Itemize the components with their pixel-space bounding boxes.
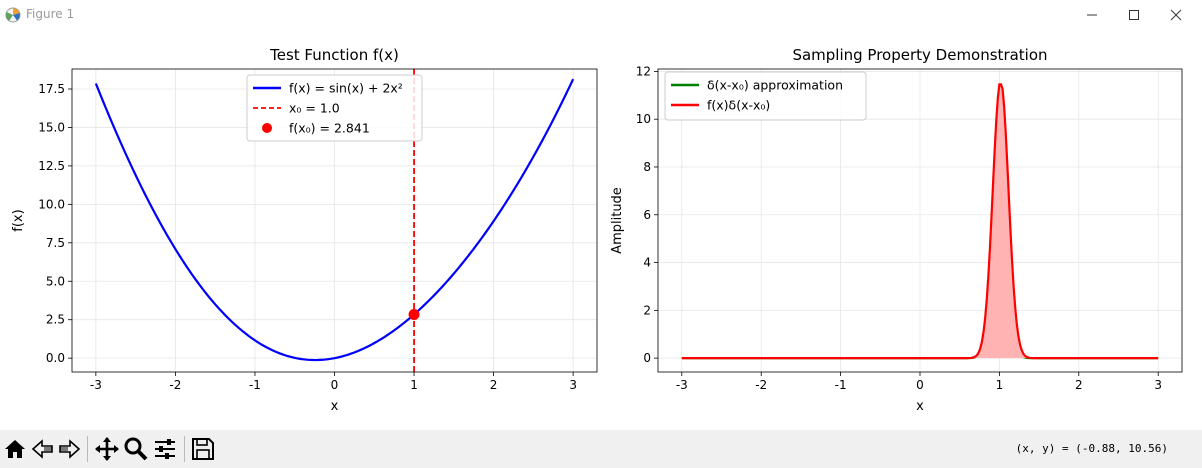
y-tick-label: 8 xyxy=(643,160,651,174)
cursor-coordinates: (x, y) = (-0.88, 10.56) xyxy=(1015,442,1168,455)
chart-title: Test Function f(x) xyxy=(269,46,399,64)
x-tick-label: -3 xyxy=(90,378,102,392)
y-tick-label: 10 xyxy=(636,112,651,126)
y-tick-label: 0 xyxy=(643,351,651,365)
legend-handle-marker xyxy=(262,123,272,133)
x-tick-label: 2 xyxy=(490,378,498,392)
y-tick-label: 10.0 xyxy=(38,197,65,211)
y-tick-label: 7.5 xyxy=(46,236,65,250)
legend: δ(x-x₀) approximation f(x)δ(x-x₀) xyxy=(664,71,867,121)
x-tick-label: 1 xyxy=(410,378,418,392)
x-tick-label: -2 xyxy=(755,378,767,392)
x-tick-label: 1 xyxy=(996,378,1004,392)
navigation-toolbar: (x, y) = (-0.88, 10.56) xyxy=(0,430,1202,468)
legend-entry: f(x) = sin(x) + 2x² xyxy=(289,81,403,96)
legend-entry: δ(x-x₀) approximation xyxy=(707,78,843,93)
x-axis-label: x xyxy=(331,399,339,414)
x-tick-label: -1 xyxy=(249,378,261,392)
chart-title: Sampling Property Demonstration xyxy=(792,46,1047,64)
x-tick-label: -1 xyxy=(835,378,847,392)
toolbar-separator xyxy=(87,436,88,462)
x-tick-label: 0 xyxy=(331,378,339,392)
x-axis-label: x xyxy=(916,399,924,414)
zoom-icon[interactable] xyxy=(123,436,149,462)
plot-area xyxy=(681,83,1159,360)
y-tick-label: 15.0 xyxy=(38,120,65,134)
minimize-button[interactable] xyxy=(1070,0,1114,30)
save-icon[interactable] xyxy=(190,436,216,462)
legend-box xyxy=(664,71,867,121)
x-tick-label: 2 xyxy=(1075,378,1083,392)
x-tick-label: 3 xyxy=(569,378,577,392)
toolbar-separator xyxy=(184,436,185,462)
x-tick-label: 3 xyxy=(1154,378,1162,392)
y-tick-label: 0.0 xyxy=(46,351,65,365)
legend: f(x) = sin(x) + 2x² x₀ = 1.0 f(x₀) = 2.841 xyxy=(246,74,423,142)
maximize-button[interactable] xyxy=(1112,0,1156,30)
minimize-icon xyxy=(1087,14,1097,16)
series-line-2 xyxy=(681,83,1159,360)
legend-box xyxy=(246,74,423,142)
figure-canvas[interactable]: -3 -2 -1 0 1 2 30.02.55.07.510.012.515.017.5Te… xyxy=(0,30,1202,430)
y-tick-label: 5.0 xyxy=(46,274,65,288)
x-tick-label: 0 xyxy=(916,378,924,392)
y-tick-label: 6 xyxy=(643,208,651,222)
legend-entry: x₀ = 1.0 xyxy=(289,101,340,116)
y-tick-label: 2.5 xyxy=(46,313,65,327)
x-tick-label: -2 xyxy=(169,378,181,392)
configure-subplots-icon[interactable] xyxy=(152,436,178,462)
forward-icon[interactable] xyxy=(56,436,82,462)
y-tick-label: 17.5 xyxy=(38,82,65,96)
y-tick-label: 4 xyxy=(643,256,651,270)
maximize-icon xyxy=(1129,10,1139,20)
y-tick-label: 2 xyxy=(643,303,651,317)
sample-point-marker xyxy=(408,308,420,320)
legend-entry: f(x₀) = 2.841 xyxy=(289,121,370,136)
series-line-1 xyxy=(94,78,575,362)
back-icon[interactable] xyxy=(30,436,56,462)
window-title: Figure 1 xyxy=(26,7,75,21)
y-axis-label: f(x) xyxy=(11,209,26,231)
y-tick-label: 12 xyxy=(636,64,651,78)
chart-1: -3 -2 -1 0 1 2 3 0.0 2.5 5.0 7.5 10.0 12.5 15.0 17.5 Te… xyxy=(11,46,598,414)
pan-icon[interactable] xyxy=(94,436,120,462)
y-tick-label: 12.5 xyxy=(38,159,65,173)
x-tick-label: -3 xyxy=(676,378,688,392)
home-icon[interactable] xyxy=(2,436,28,462)
window-titlebar: Figure 1 xyxy=(0,0,1202,30)
matplotlib-app-icon xyxy=(5,7,21,23)
close-button[interactable] xyxy=(1154,0,1198,30)
close-icon xyxy=(1170,9,1182,21)
y-axis-label: Amplitude xyxy=(610,187,625,254)
legend-entry: f(x)δ(x-x₀) xyxy=(707,98,770,113)
